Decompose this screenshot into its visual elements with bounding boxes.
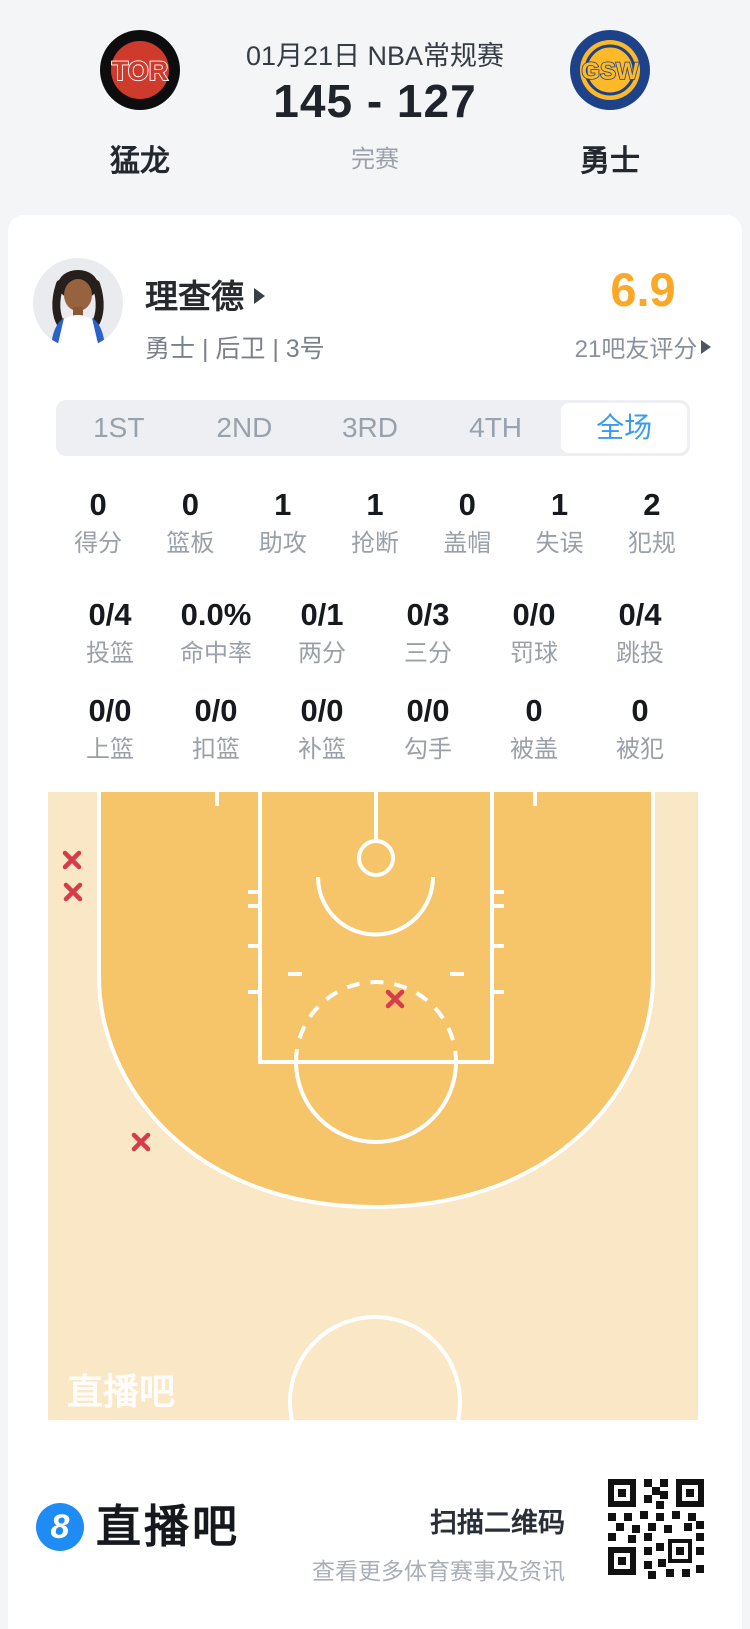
stat-2pt: 0/1 两分 <box>298 597 346 667</box>
rating-arrow-icon <box>701 339 712 354</box>
stat-dunk: 0/0 扣篮 <box>192 693 240 763</box>
warriors-logo-icon: GSW <box>570 30 650 110</box>
player-avatar[interactable] <box>33 258 123 348</box>
raptors-logo-icon: TOR <box>100 30 180 110</box>
stat-fouled: 0 被犯 <box>616 693 664 763</box>
stat-putback: 0/0 补篮 <box>298 693 346 763</box>
player-rating: 6.9 <box>610 263 676 316</box>
missed-shot-marker <box>385 989 405 1009</box>
stat-layup: 0/0 上篮 <box>86 693 134 763</box>
player-photo-placeholder <box>33 258 123 348</box>
stat-ft: 0/0 罚球 <box>510 597 558 667</box>
match-score: 145 - 127 <box>273 75 477 127</box>
qr-title: 扫描二维码 <box>430 1508 565 1538</box>
tab-full-game[interactable]: 全场 <box>561 403 687 453</box>
stat-steals: 1 抢断 <box>350 487 399 557</box>
tab-2nd[interactable]: 2ND <box>216 412 273 443</box>
missed-shot-marker <box>131 1132 151 1152</box>
stat-fg-pct: 0.0% 命中率 <box>180 597 252 667</box>
stat-points: 0 得分 <box>74 487 123 557</box>
brand-name: 直播吧 <box>96 1501 241 1552</box>
stats-row-basic: 0 得分 0 篮板 1 助攻 1 抢断 0 盖帽 1 失误 <box>52 488 698 557</box>
qr-caption: 扫描二维码 查看更多体育赛事及资讯 <box>300 1501 565 1586</box>
shot-chart-court: 直播吧 <box>48 792 698 1420</box>
team-away-name: 勇士 <box>580 145 640 178</box>
player-stats-card: 理查德 勇士 | 后卫 | 3号 6.9 21吧友评分 1ST 2ND 3RD … <box>8 215 742 1629</box>
stat-fg: 0/4 投篮 <box>86 597 134 667</box>
qr-code <box>600 1471 712 1583</box>
stat-3pt: 0/3 三分 <box>404 597 452 667</box>
court-watermark: 直播吧 <box>67 1371 175 1412</box>
player-detail-arrow-icon <box>254 288 265 304</box>
stat-turnovers: 1 失误 <box>535 487 584 557</box>
stat-got-blocked: 0 被盖 <box>510 693 558 763</box>
stat-jumpshot: 0/4 跳投 <box>616 597 664 667</box>
tab-3rd[interactable]: 3RD <box>341 412 398 443</box>
missed-shot-marker <box>63 882 83 902</box>
stat-assists: 1 助攻 <box>258 487 307 557</box>
stat-rebounds: 0 篮板 <box>166 487 215 557</box>
player-name-row[interactable]: 理查德 <box>145 270 265 318</box>
team-away[interactable]: GSW 勇士 <box>510 30 710 180</box>
match-status: 完赛 <box>351 146 399 173</box>
team-home[interactable]: TOR 猛龙 <box>40 30 240 180</box>
team-home-name: 猛龙 <box>110 145 170 178</box>
quarter-tabs: 1ST 2ND 3RD 4TH 全场 <box>56 400 690 456</box>
stats-row-shooting: 0/4 投篮 0.0% 命中率 0/1 两分 0/3 三分 0/0 罚球 0/4… <box>57 598 693 667</box>
svg-text:TOR: TOR <box>112 56 169 86</box>
player-meta: 勇士 | 后卫 | 3号 <box>145 335 325 363</box>
stat-hook: 0/0 勾手 <box>404 693 452 763</box>
zhibo8-logo-icon: 8 <box>36 1503 84 1551</box>
player-name: 理查德 <box>145 278 244 315</box>
svg-text:GSW: GSW <box>581 58 639 85</box>
tab-1st[interactable]: 1ST <box>93 412 145 443</box>
rating-label: 21吧友评分 <box>574 336 698 363</box>
qr-subtitle: 查看更多体育赛事及资讯 <box>312 1558 565 1584</box>
tab-4th[interactable]: 4TH <box>469 412 523 443</box>
missed-shot-marker <box>62 850 82 870</box>
stat-blocks: 0 盖帽 <box>443 487 492 557</box>
rating-box[interactable]: 6.9 21吧友评分 <box>560 265 726 364</box>
match-date: 01月21日 NBA常规赛 <box>245 41 505 71</box>
stat-fouls: 2 犯规 <box>627 487 676 557</box>
stats-row-shot-types: 0/0 上篮 0/0 扣篮 0/0 补篮 0/0 勾手 0 被盖 0 被犯 <box>57 694 693 763</box>
